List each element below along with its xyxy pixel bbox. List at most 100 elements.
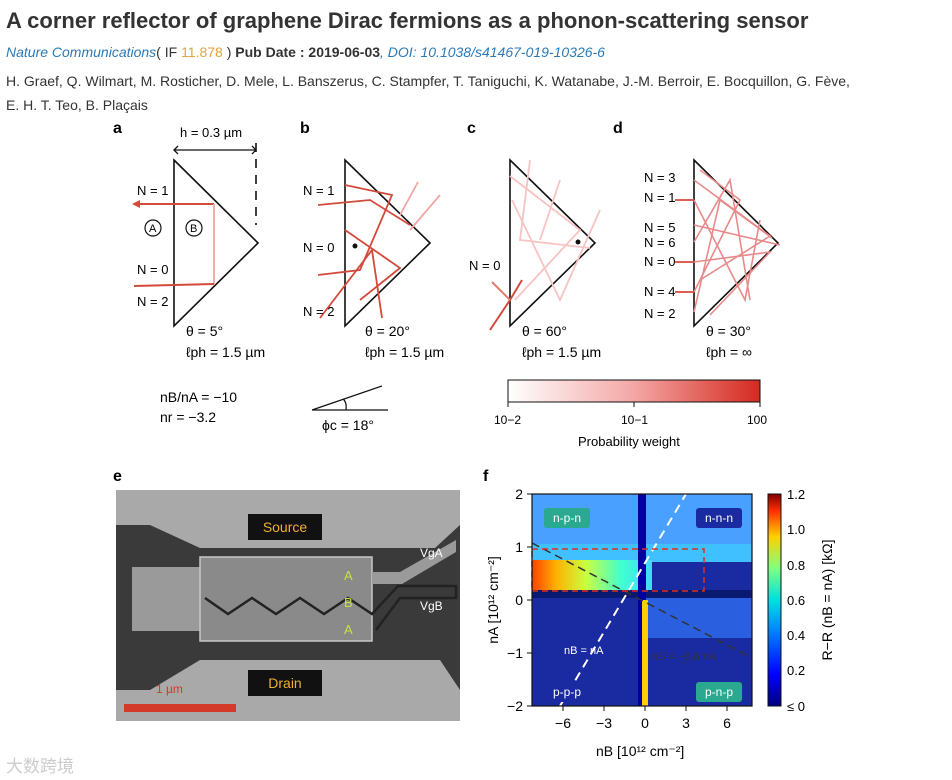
panel-b: b N = 1 N = 0 N = 2 θ = 20° ℓph = 1.5 µm… xyxy=(300,120,444,433)
trajectory-a3 xyxy=(133,283,215,287)
authors-line-2: E. H. T. Teo, B. Plaçais xyxy=(6,97,148,113)
lph-c: ℓph = 1.5 µm xyxy=(522,344,601,360)
quadrant-nnn: n-n-n xyxy=(705,511,733,525)
inbound-rays-d xyxy=(675,199,694,293)
article-meta: Nature Communications( IF 11.878 ) Pub D… xyxy=(6,44,605,60)
cbar-tick-0: 10−2 xyxy=(494,413,521,427)
mode-d-5: N = 4 xyxy=(644,284,675,299)
x-tick-4: 6 xyxy=(723,715,731,731)
mode-N1-b: N = 1 xyxy=(303,183,334,198)
y-axis-label: nA [10¹² cm⁻²] xyxy=(485,556,501,644)
quadrant-nnn-box xyxy=(696,508,742,528)
scatter-point-c xyxy=(575,239,581,245)
y-tick-4: −2 xyxy=(507,698,523,714)
region-b-circle xyxy=(185,219,203,237)
theta-c: θ = 60° xyxy=(522,323,567,339)
theta-d: θ = 30° xyxy=(706,323,751,339)
mode-d-6: N = 2 xyxy=(644,306,675,321)
panel-f-label: f xyxy=(483,468,489,485)
region-a-label: A xyxy=(149,223,157,235)
critical-angle: ϕc = 18° xyxy=(322,417,374,433)
cbar-tick-1: 10−1 xyxy=(621,413,648,427)
panel-c-label: c xyxy=(467,120,476,137)
y-tick-0: 2 xyxy=(515,486,523,502)
drain-label-box xyxy=(248,670,322,696)
arrow-head-a1 xyxy=(132,200,140,208)
quadrant-pnp-box xyxy=(696,682,742,702)
lph-b: ℓph = 1.5 µm xyxy=(365,344,444,360)
x-tick-0: −6 xyxy=(555,715,571,731)
rcbar-tick-5: 0.2 xyxy=(787,663,805,678)
gate-a-lead xyxy=(372,540,456,584)
reflector-triangle-b xyxy=(344,158,432,328)
y-tick-2: 0 xyxy=(515,592,523,608)
reflector-triangle-d xyxy=(693,158,780,328)
author-list: H. Graef, Q. Wilmart, M. Rosticher, D. M… xyxy=(6,69,946,117)
highlight-rect xyxy=(531,548,705,592)
vgb-label: VgB xyxy=(420,599,443,613)
journal-link[interactable]: Nature Communications xyxy=(6,44,157,60)
dirac-line-bright xyxy=(642,600,648,706)
mode-d-4: N = 0 xyxy=(644,254,675,269)
scatter-point-b xyxy=(352,243,358,249)
colorbar-label: Probability weight xyxy=(578,434,680,449)
region-b-label: B xyxy=(190,223,197,235)
doi-link[interactable]: , DOI: 10.1038/s41467-019-10326-6 xyxy=(380,44,605,60)
rcbar-tick-2: 0.8 xyxy=(787,558,805,573)
faint-trajectories-c xyxy=(509,159,601,303)
lph-d: ℓph = ∞ xyxy=(706,344,752,360)
panel-a-width-label: h = 0.3 µm xyxy=(180,125,242,140)
density-ratio: nB/nA = −10 xyxy=(160,389,237,405)
trajectories-d xyxy=(693,169,781,316)
panel-c: c N = 0 θ = 60° ℓph = 1.5 µm xyxy=(467,120,601,360)
x-tick-2: 0 xyxy=(641,715,649,731)
rcbar-tick-4: 0.4 xyxy=(787,628,805,643)
angle-arc xyxy=(342,398,347,411)
mode-N2-b: N = 2 xyxy=(303,304,334,319)
theta-a: θ = 5° xyxy=(186,323,223,339)
quadrant-npn: n-p-n xyxy=(553,511,581,525)
panel-a-label: a xyxy=(113,120,122,137)
trajectories-b xyxy=(317,184,411,319)
watermark-text: 大数跨境 xyxy=(6,757,74,776)
pub-date: Pub Date : 2019-06-03 xyxy=(235,44,381,60)
vga-label: VgA xyxy=(420,546,443,560)
panel-e: e Source Drain VgA VgB A B A 1 µm xyxy=(113,468,460,721)
panel-e-label: e xyxy=(113,468,122,485)
impact-factor: 11.878 xyxy=(181,44,223,60)
panel-d: d N = 3 N = 1 N = 5 N = 6 N = 0 N = 4 N … xyxy=(613,120,781,360)
rcbar-tick-1: 1.0 xyxy=(787,522,805,537)
mode-d-1: N = 1 xyxy=(644,190,675,205)
mode-d-3: N = 6 xyxy=(644,235,675,250)
if-suffix: ) xyxy=(222,44,232,60)
refraction-index: nr = −3.2 xyxy=(160,409,216,425)
mode-N0-c: N = 0 xyxy=(469,258,500,273)
article-title[interactable]: A corner reflector of graphene Dirac fer… xyxy=(6,8,809,33)
line2-label: nB = −6.8 nA xyxy=(652,651,717,663)
if-prefix: ( IF xyxy=(156,44,182,60)
panel-a: a h = 0.3 µm A B N = 1 N = 0 N = 2 θ = 5… xyxy=(113,120,265,425)
trajectory-c-in xyxy=(491,281,511,301)
region-label-a-top: A xyxy=(344,568,353,583)
panel-f: f n-p-n n-n-n p-p-p p-n-p nB = nA nB = −… xyxy=(483,468,835,759)
y-tick-1: 1 xyxy=(515,539,523,555)
line1-label: nB = nA xyxy=(564,645,604,657)
rcbar-tick-3: 0.6 xyxy=(787,593,805,608)
gate-region xyxy=(199,556,373,642)
quadrant-ppp-box xyxy=(544,682,590,702)
faint-trajectories-b xyxy=(399,181,441,231)
source-label-box xyxy=(248,514,322,540)
scale-bar xyxy=(124,704,236,712)
zigzag-gate xyxy=(204,584,458,631)
source-label: Source xyxy=(263,519,308,535)
lph-a: ℓph = 1.5 µm xyxy=(186,344,265,360)
reflector-triangle-a xyxy=(173,158,260,328)
resistance-colorbar-label: R−R (nB = nA) [kΩ] xyxy=(819,540,835,661)
quadrant-pnp: p-n-p xyxy=(705,685,733,699)
rcbar-tick-0: 1.2 xyxy=(787,487,805,502)
region-label-a-bottom: A xyxy=(344,622,353,637)
map-right-mid xyxy=(640,598,752,638)
mode-d-0: N = 3 xyxy=(644,170,675,185)
x-axis-label: nB [10¹² cm⁻²] xyxy=(596,743,684,759)
